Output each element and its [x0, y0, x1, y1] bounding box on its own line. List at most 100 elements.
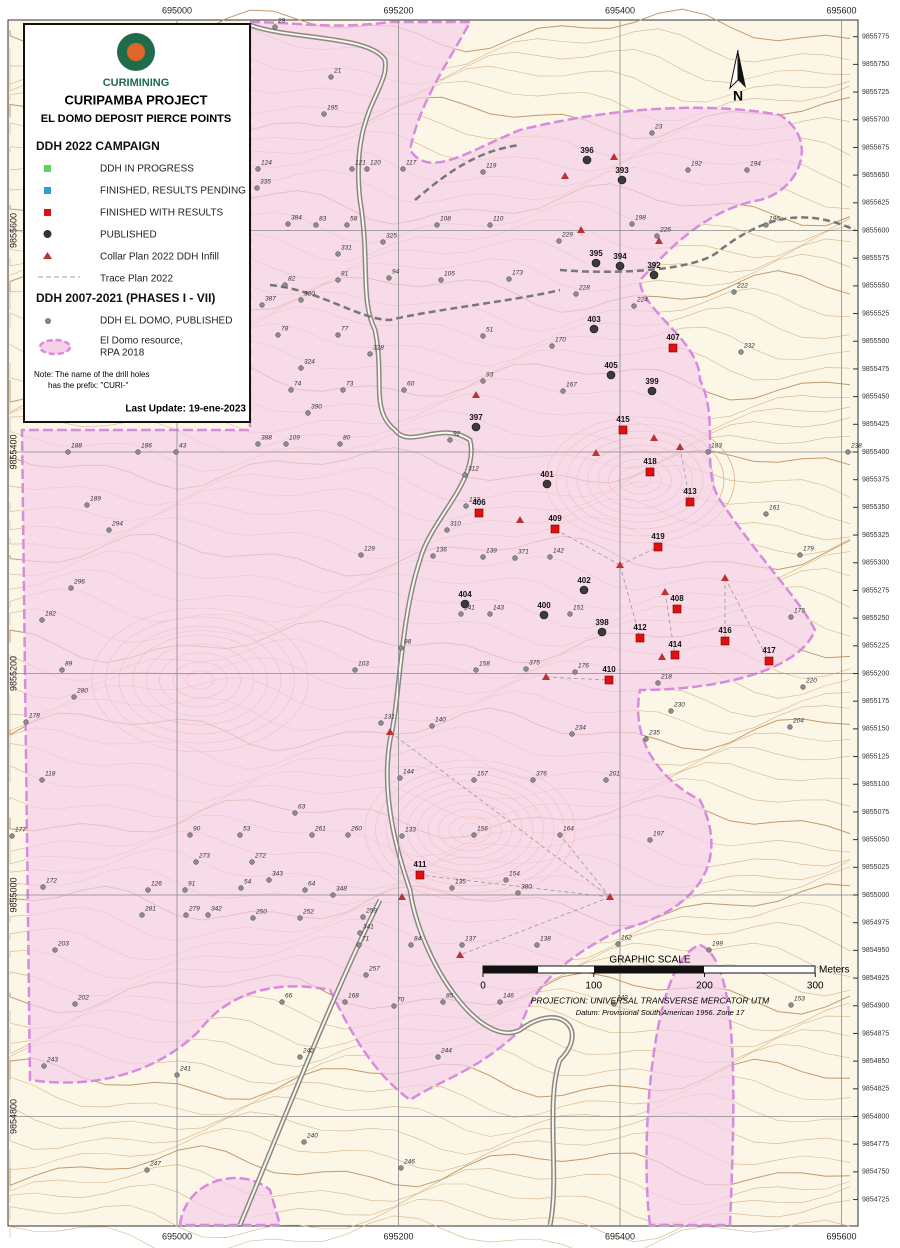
northing-fine-label: 9855400 [862, 449, 889, 456]
drill-hole-label: 135 [455, 879, 466, 886]
drill-hole [259, 302, 265, 308]
title: CURIPAMBA PROJECT [64, 92, 207, 107]
drill-hole [547, 554, 553, 560]
collar-plan [655, 237, 663, 244]
logo-text: CURIMINING [103, 77, 170, 89]
drill-hole [106, 527, 112, 533]
drill-hole [788, 614, 794, 620]
drill-hole [238, 885, 244, 891]
drill-hole-label: 170 [555, 337, 566, 344]
northing-fine-label: 9855250 [862, 615, 889, 622]
legend-item: Collar Plan 2022 DDH Infill [100, 252, 219, 263]
drill-hole [139, 912, 145, 918]
legend-heading: DDH 2007-2021 (PHASES I - VII) [36, 291, 215, 305]
drill-hole [330, 892, 336, 898]
drill-hole-label: 89 [65, 661, 73, 668]
pierce-point-result [474, 508, 484, 518]
drill-hole-label: 310 [450, 521, 461, 528]
pierce-point-result [668, 343, 678, 353]
pierce-point-label: 419 [651, 532, 665, 541]
drill-hole-label: 244 [440, 1048, 452, 1055]
drill-hole [549, 343, 555, 349]
drill-hole-label: 63 [298, 804, 306, 811]
drill-hole [337, 441, 343, 447]
north-arrow-head [738, 50, 746, 88]
pierce-point-result [645, 467, 655, 477]
drill-hole [685, 167, 691, 173]
grid: 695000 695000 695200 695200 695400 695400 6956… [8, 5, 889, 1241]
drill-hole [631, 303, 637, 309]
last-update: Last Update: 19-ene-2023 [125, 404, 246, 415]
drill-hole-label: 257 [368, 966, 380, 973]
drill-hole [471, 832, 477, 838]
drill-hole [497, 999, 503, 1005]
collar-plan [592, 449, 600, 456]
drill-hole-label: 137 [465, 936, 476, 943]
drill-hole [462, 472, 468, 478]
drill-hole-label: 342 [211, 906, 222, 913]
drill-hole [615, 941, 621, 947]
drill-hole [193, 859, 199, 865]
drill-hole-label: 23 [654, 124, 663, 131]
drill-hole [458, 611, 464, 617]
northing-fine-label: 9855100 [862, 781, 889, 788]
drill-hole-label: 192 [691, 161, 702, 168]
drill-hole [569, 731, 575, 737]
drill-hole-label: 250 [255, 909, 267, 916]
drill-hole-label: 201 [608, 771, 620, 778]
drill-hole [360, 914, 366, 920]
easting-label: 695000 [162, 1231, 192, 1241]
collar-plan [610, 153, 618, 160]
northing-label: 9855200 [8, 656, 18, 691]
northing-label: 9855600 [8, 213, 18, 248]
pierce-point-label: 401 [540, 470, 554, 479]
drill-hole-label: 119 [486, 163, 497, 170]
drill-hole [283, 441, 289, 447]
easting-label: 695600 [826, 5, 856, 15]
collar-plan [650, 434, 658, 441]
pierce-point-result [550, 524, 560, 534]
drill-hole [654, 233, 660, 239]
scale-segment [483, 966, 538, 973]
legend-symbol [44, 187, 51, 194]
drill-hole [556, 238, 562, 244]
pierce-point-label: 395 [589, 249, 603, 258]
drill-hole [52, 947, 58, 953]
northing-fine-label: 9855650 [862, 172, 889, 179]
drill-hole-label: 186 [141, 443, 152, 450]
drill-hole [731, 289, 737, 295]
drill-hole-label: 51 [486, 327, 494, 334]
northing-fine-label: 9855000 [862, 892, 889, 899]
drill-hole-label: 94 [392, 269, 400, 276]
legend-symbol [45, 318, 51, 324]
pierce-point-result [604, 675, 614, 685]
drill-hole-label: 246 [403, 1159, 415, 1166]
drill-hole [515, 890, 521, 896]
drill-hole [275, 332, 281, 338]
pierce-point-result [618, 425, 628, 435]
drill-hole-label: 235 [648, 730, 660, 737]
collar-plan [398, 893, 406, 900]
pierce-point-label: 405 [604, 361, 618, 370]
pierce-point-label: 396 [580, 146, 594, 155]
drill-hole [302, 887, 308, 893]
drill-hole [71, 694, 77, 700]
drill-hole-label: 228 [578, 285, 590, 292]
drill-hole [144, 1167, 150, 1173]
drill-hole-label: 197 [653, 831, 664, 838]
drill-hole [335, 332, 341, 338]
drill-hole-label: 60 [407, 381, 415, 388]
drill-hole-label: 92 [453, 431, 461, 438]
northing-fine-label: 9855125 [862, 753, 889, 760]
northing-fine-label: 9855025 [862, 864, 889, 871]
drill-hole-label: 177 [15, 827, 26, 834]
drill-hole [84, 502, 90, 508]
drill-hole-label: 129 [364, 546, 375, 553]
drill-hole-label: 156 [477, 826, 488, 833]
easting-label: 695400 [605, 5, 635, 15]
northing-fine-label: 9855625 [862, 200, 889, 207]
scale-unit: Meters [819, 965, 850, 976]
drill-hole-label: 176 [578, 663, 589, 670]
drill-hole-label: 241 [179, 1066, 191, 1073]
legend-item: PUBLISHED [100, 230, 157, 241]
